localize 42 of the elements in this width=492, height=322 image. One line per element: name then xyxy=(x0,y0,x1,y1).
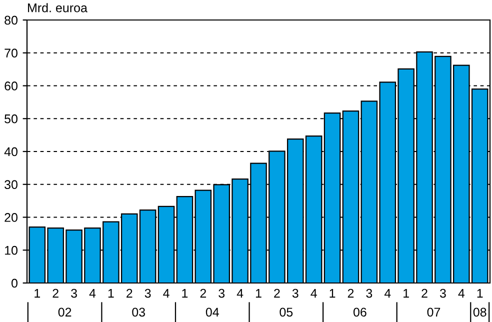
x-tick-label: 1 xyxy=(404,289,409,298)
x-tick-label: 1 xyxy=(108,289,114,298)
x-tick-label: 4 xyxy=(384,289,391,298)
y-tick-label: 80 xyxy=(4,16,18,25)
y-tick-label: 40 xyxy=(4,147,18,156)
text: 02 xyxy=(58,308,72,317)
x-tick-label: 1 xyxy=(477,289,483,298)
x-tick-label: 2 xyxy=(52,288,58,298)
x-tick-label: 3 xyxy=(292,288,298,298)
x-tick-label: 4 xyxy=(89,289,96,298)
y-tick-label: 10 xyxy=(5,246,18,255)
x-tick-label: 2 xyxy=(348,288,354,298)
text: 05 xyxy=(280,308,293,317)
y-tick-label: 70 xyxy=(4,48,18,58)
x-tick-label: 2 xyxy=(200,288,206,298)
x-tick-label: 1 xyxy=(330,289,336,298)
x-tick-label: 1 xyxy=(256,289,262,298)
y-axis-title: Mrd. euroa xyxy=(28,3,88,12)
x-tick-label: 4 xyxy=(163,289,170,298)
x-tick-label: 2 xyxy=(126,288,132,298)
y-tick-label: 0 xyxy=(12,278,18,288)
x-tick-label: 2 xyxy=(274,288,280,298)
x-tick-label: 4 xyxy=(310,289,317,298)
x-tick-label: 2 xyxy=(422,288,428,298)
y-tick-label: 60 xyxy=(4,82,18,90)
text: 04 xyxy=(206,308,219,317)
x-tick-label: 3 xyxy=(71,288,77,298)
text: 08 xyxy=(473,308,486,317)
text: 07 xyxy=(427,308,440,317)
x-tick-label: 3 xyxy=(440,288,446,298)
x-tick-label: 3 xyxy=(218,288,225,298)
x-tick-label: 4 xyxy=(458,289,465,298)
x-tick-label: 3 xyxy=(366,288,372,298)
x-tick-label: 3 xyxy=(144,288,151,298)
x-tick-label: 1 xyxy=(182,289,188,298)
text: 03 xyxy=(132,308,146,317)
y-tick-label: 20 xyxy=(4,213,18,222)
y-tick-label: 50 xyxy=(4,114,18,124)
x-tick-label: 1 xyxy=(34,289,40,298)
x-tick-label: 4 xyxy=(236,289,244,298)
text: 06 xyxy=(353,308,366,317)
y-tick-label: 30 xyxy=(4,180,18,190)
